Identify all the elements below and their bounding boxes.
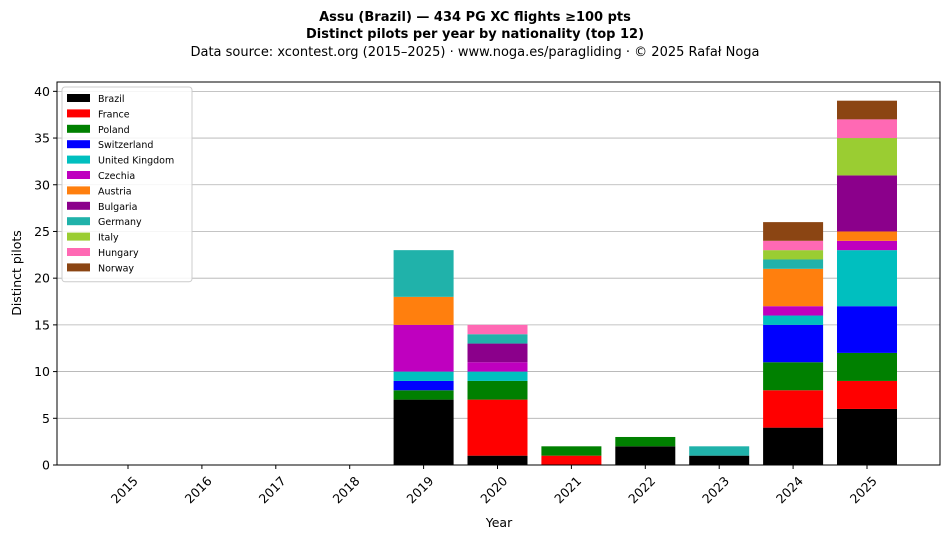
- bar-hungary-2025: [837, 119, 897, 139]
- bar-austria-2025: [837, 231, 897, 241]
- bar-united-kingdom-2020: [467, 371, 528, 381]
- x-tick-label: 2019: [403, 473, 436, 506]
- y-tick-label: 15: [34, 317, 50, 332]
- chart-source-line: Data source: xcontest.org (2015–2025) · …: [190, 45, 759, 60]
- x-tick-label: 2020: [477, 473, 510, 506]
- bar-norway-2025: [837, 100, 897, 120]
- bar-italy-2025: [837, 138, 897, 176]
- bar-czechia-2024: [763, 306, 824, 316]
- bar-norway-2024: [763, 222, 824, 241]
- legend-swatch-hungary: [67, 248, 90, 256]
- y-tick-label: 5: [42, 411, 50, 426]
- legend-swatch-switzerland: [67, 140, 90, 149]
- legend-label: Austria: [98, 186, 132, 197]
- legend-box: [61, 86, 193, 283]
- bar-germany-2019: [393, 250, 454, 297]
- legend-label: France: [98, 109, 130, 120]
- chart-title: Assu (Brazil) — 434 PG XC flights ≥100 p…: [319, 10, 631, 25]
- legend-swatch-france: [67, 109, 90, 118]
- bar-czechia-2025: [837, 240, 897, 251]
- bar-poland-2019: [393, 390, 454, 400]
- bar-switzerland-2024: [763, 324, 824, 363]
- y-axis: 0 5 10 15 20 25 30 35 40: [34, 84, 57, 473]
- y-tick-label: 30: [34, 177, 50, 192]
- bar-switzerland-2019: [393, 380, 454, 391]
- x-tick-label: 2025: [847, 473, 880, 506]
- legend-swatch-norway: [67, 263, 90, 272]
- x-tick-label: 2021: [551, 473, 584, 506]
- y-tick-label: 40: [34, 84, 50, 99]
- legend-label: Norway: [98, 263, 134, 274]
- legend-label: Germany: [98, 217, 142, 228]
- legend-swatch-united-kingdom: [67, 155, 90, 164]
- legend-label: Italy: [98, 233, 119, 244]
- y-tick-label: 35: [34, 131, 50, 146]
- bar-france-2024: [763, 390, 824, 428]
- legend-swatch-austria: [67, 186, 90, 195]
- x-axis-label: Year: [485, 515, 513, 530]
- bar-united-kingdom-2024: [763, 315, 824, 325]
- bar-france-2020: [467, 399, 528, 456]
- legend-swatch-czechia: [67, 171, 90, 179]
- x-tick-label: 2015: [108, 473, 141, 506]
- y-tick-label: 20: [34, 271, 50, 286]
- bar-united-kingdom-2025: [837, 250, 897, 307]
- bar-brazil-2019: [393, 399, 454, 465]
- legend-swatch-poland: [67, 124, 90, 133]
- legend-label: Switzerland: [98, 140, 153, 151]
- legend-label: United Kingdom: [98, 156, 174, 167]
- legend-swatch-germany: [67, 217, 90, 226]
- legend-label: Bulgaria: [98, 202, 137, 213]
- y-axis-label: Distinct pilots: [9, 230, 24, 316]
- x-axis: 2015 2016 2017 2018 2019 2020 2021 2022 2023 2024…: [108, 465, 880, 506]
- bar-germany-2020: [467, 334, 528, 344]
- bar-france-2025: [837, 380, 897, 409]
- x-tick-label: 2016: [182, 473, 215, 506]
- y-tick-label: 25: [34, 224, 50, 239]
- bar-bulgaria-2020: [467, 343, 528, 363]
- y-tick-label: 10: [34, 364, 50, 379]
- chart-subtitle: Distinct pilots per year by nationality …: [306, 27, 644, 42]
- x-tick-label: 2023: [699, 473, 732, 506]
- bar-germany-2023: [689, 446, 750, 456]
- plot-frame: [56, 81, 941, 466]
- legend-label: Poland: [98, 125, 130, 136]
- legend: Brazil France Poland Switzerland United King…: [61, 86, 193, 283]
- legend-swatch-italy: [67, 232, 90, 241]
- y-tick-label: 0: [42, 458, 50, 473]
- x-tick-label: 2024: [773, 473, 806, 506]
- x-tick-label: 2018: [330, 473, 363, 506]
- bar-brazil-2020: [467, 455, 528, 465]
- bar-austria-2019: [393, 296, 454, 325]
- legend-label: Brazil: [98, 94, 125, 105]
- bar-switzerland-2025: [837, 306, 897, 353]
- legend-swatch-brazil: [67, 94, 90, 102]
- bar-poland-2020: [467, 380, 528, 400]
- bar-united-kingdom-2019: [393, 371, 454, 381]
- bar-brazil-2025: [837, 408, 897, 465]
- bar-italy-2024: [763, 250, 824, 260]
- bar-austria-2024: [763, 268, 824, 307]
- bar-czechia-2020: [467, 362, 528, 372]
- bar-hungary-2020: [467, 324, 528, 335]
- x-tick-label: 2017: [256, 473, 289, 506]
- legend-label: Hungary: [98, 248, 139, 259]
- bar-france-2021: [541, 455, 602, 465]
- x-tick-label: 2022: [625, 473, 658, 506]
- bar-czechia-2019: [393, 324, 454, 372]
- bars: [393, 100, 897, 465]
- bar-poland-2024: [763, 362, 824, 391]
- bar-bulgaria-2025: [837, 175, 897, 232]
- legend-swatch-bulgaria: [67, 201, 90, 210]
- bar-hungary-2024: [763, 240, 824, 251]
- bar-poland-2025: [837, 352, 897, 381]
- bar-poland-2022: [615, 436, 676, 447]
- bar-germany-2024: [763, 259, 824, 269]
- legend-label: Czechia: [98, 171, 135, 182]
- bar-brazil-2022: [615, 446, 676, 465]
- bar-brazil-2023: [689, 455, 750, 465]
- bar-brazil-2024: [763, 427, 824, 465]
- bar-poland-2021: [541, 446, 602, 456]
